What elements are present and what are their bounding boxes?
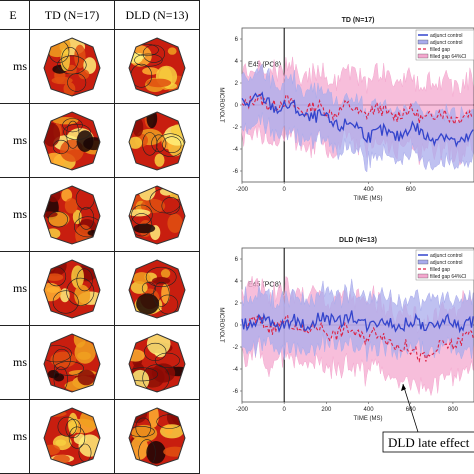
dld-topomap-cell: [114, 29, 200, 104]
y-tick-label: 0: [235, 103, 239, 109]
x-tick-label: 400: [364, 407, 375, 413]
time-window-label: ms: [0, 399, 30, 474]
td-topomap-5: [43, 406, 101, 467]
td-topomap-cell: [29, 399, 115, 474]
legend-swatch: [417, 273, 429, 279]
legend-label: adjunct control: [430, 33, 463, 39]
dld-topomap-cell: [114, 325, 200, 400]
y-tick-label: 0: [235, 323, 239, 329]
y-tick-label: 2: [235, 301, 239, 307]
time-window-label: ms: [0, 103, 30, 178]
td-topomap-0: [43, 36, 101, 97]
x-tick-label: -200: [236, 187, 249, 193]
legend-label: adjunct control: [430, 260, 463, 266]
y-tick-label: -4: [233, 367, 239, 373]
y-tick-label: 6: [235, 257, 239, 263]
td-topomap-cell: [29, 251, 115, 326]
col-header-dld: DLD (N=13): [114, 0, 200, 30]
x-tick-label: 0: [283, 407, 287, 413]
td-topomap-2: [43, 184, 101, 245]
confidence-band-adjunct: [241, 63, 474, 173]
legend-label: filled gap: [430, 267, 450, 273]
dld-topomap-5: [128, 406, 186, 467]
legend-swatch: [417, 39, 429, 45]
col-header-time: E: [0, 0, 30, 30]
dld-topomap-cell: [114, 251, 200, 326]
td-topomap-cell: [29, 29, 115, 104]
y-tick-label: -6: [233, 169, 239, 175]
y-tick-label: 6: [235, 37, 239, 43]
channel-label: E45 (PO8): [248, 62, 281, 69]
legend-label: adjunct control: [430, 40, 463, 46]
y-tick-label: -2: [233, 345, 239, 351]
x-tick-label: 400: [364, 187, 375, 193]
y-tick-label: -2: [233, 125, 239, 131]
time-window-label: ms: [0, 325, 30, 400]
y-axis-label: MICROVOLT: [218, 87, 224, 123]
td-topomap-1: [43, 110, 101, 171]
legend-label: filled gap 64%CI: [430, 54, 466, 60]
td-topomap-4: [43, 332, 101, 393]
legend-swatch: [417, 259, 429, 265]
series-line-adjunct-control: [241, 310, 474, 334]
legend-label: filled gap 64%CI: [430, 274, 466, 280]
x-tick-label: 800: [448, 407, 459, 413]
x-tick-label: 600: [406, 187, 417, 193]
annotation-box: [382, 431, 474, 453]
y-axis-label: MICROVOLT: [218, 307, 224, 343]
dld-topomap-0: [128, 36, 186, 97]
y-tick-label: 2: [235, 81, 239, 87]
chart-title: DLD (N=13): [339, 237, 377, 244]
td-topomap-cell: [29, 177, 115, 252]
x-tick-label: 200: [321, 407, 332, 413]
annotation-text: DLD late effect: [388, 435, 470, 450]
dld-topomap-cell: [114, 177, 200, 252]
series-line-adjunct-control: [241, 91, 474, 148]
channel-label: E45 (PO8): [248, 282, 281, 289]
legend-label: adjunct control: [430, 253, 463, 259]
y-tick-label: -6: [233, 389, 239, 395]
time-window-label: ms: [0, 177, 30, 252]
legend-swatch: [417, 53, 429, 59]
time-window-label: ms: [0, 29, 30, 104]
topographic-map-table: E TD (N=17) DLD (N=13) ms ms ms ms ms ms: [0, 0, 205, 474]
x-tick-label: -200: [236, 407, 249, 413]
y-tick-label: -4: [233, 147, 239, 153]
series-line-filled-gap: [241, 314, 474, 363]
annotation-arrowhead: [401, 384, 406, 391]
y-tick-label: 4: [235, 279, 239, 285]
time-window-label: ms: [0, 251, 30, 326]
x-axis-label: TIME (MS): [354, 196, 383, 202]
chart-title: TD (N=17): [342, 17, 375, 24]
dld-topomap-2: [128, 184, 186, 245]
legend-label: filled gap: [430, 47, 450, 53]
annotation-arrow: [402, 383, 419, 433]
series-line-filled-gap: [241, 93, 474, 126]
y-tick-label: 4: [235, 59, 239, 65]
td-topomap-3: [43, 258, 101, 319]
x-tick-label: 0: [283, 187, 287, 193]
dld-topomap-4: [128, 332, 186, 393]
dld-topomap-1: [128, 110, 186, 171]
td-topomap-cell: [29, 103, 115, 178]
erp-charts: TD (N=17) -6 -4 -2 0 2 4 6 -200 0 400 600 TIME (MS) M…: [205, 0, 474, 474]
dld-topomap-cell: [114, 103, 200, 178]
dld-topomap-3: [128, 258, 186, 319]
x-axis-label: TIME (MS): [354, 416, 383, 422]
td-topomap-cell: [29, 325, 115, 400]
col-header-td: TD (N=17): [29, 0, 115, 30]
dld-topomap-cell: [114, 399, 200, 474]
